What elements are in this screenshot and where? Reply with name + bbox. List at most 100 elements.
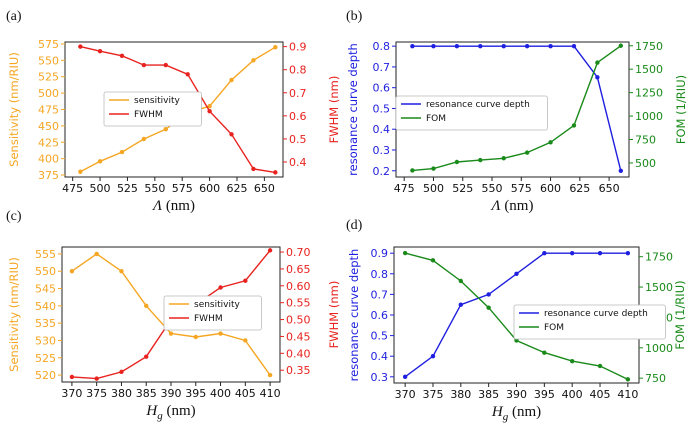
left-y-tick-label: 400	[38, 153, 59, 166]
right-y-tick-label: 0.65	[286, 263, 311, 276]
legend-label: FWHM	[134, 110, 163, 120]
data-point	[141, 62, 147, 68]
right-y-tick-label: 0.60	[286, 280, 311, 293]
legend: sensitivity FWHM	[103, 91, 202, 127]
x-axis-label: Hg (nm)	[491, 404, 541, 423]
data-point	[97, 49, 103, 54]
right-y-axis-label: FOM (1/RIU)	[674, 75, 688, 144]
data-point	[273, 170, 278, 175]
left-y-tick-label: 0.6	[371, 309, 389, 322]
data-point	[410, 168, 415, 173]
x-axis-label: Λ (nm)	[490, 198, 534, 214]
right-y-tick-label: 1750	[635, 40, 663, 53]
data-point	[548, 43, 553, 49]
panel-label: (b)	[346, 9, 363, 24]
left-y-tick-label: 0.4	[371, 350, 389, 363]
data-point	[478, 43, 483, 49]
data-point	[431, 43, 436, 49]
data-point	[402, 374, 408, 380]
x-tick-label: 650	[254, 182, 275, 195]
data-point	[542, 250, 547, 256]
right-y-tick-label: 0.7	[289, 87, 307, 100]
data-point	[243, 338, 248, 343]
data-point	[243, 278, 248, 283]
left-y-tick-label: 475	[38, 104, 59, 117]
panel-label: (a)	[6, 9, 22, 24]
legend-box	[395, 95, 548, 131]
left-y-tick-label: 550	[35, 265, 56, 278]
left-y-tick-label: 500	[38, 87, 59, 100]
right-y-tick-label: 750	[645, 372, 666, 385]
x-tick-label: 380	[111, 387, 132, 400]
left-y-tick-label: 525	[38, 71, 59, 84]
data-point	[571, 123, 577, 128]
right-y-tick-label: 0.9	[289, 41, 307, 54]
data-point	[229, 77, 234, 83]
data-point	[193, 334, 198, 340]
left-y-tick-label: 0.9	[371, 247, 389, 260]
right-y-axis-label: FOM (1/RIU)	[673, 280, 687, 349]
left-y-tick-label: 545	[35, 283, 56, 296]
left-y-tick-label: 0.6	[373, 82, 391, 95]
data-point	[454, 43, 460, 49]
left-y-tick-label: 575	[38, 38, 59, 51]
x-tick-label: 500	[423, 182, 444, 195]
x-tick-label: 475	[62, 182, 83, 195]
panel-label: (c)	[6, 209, 22, 224]
data-point	[618, 43, 624, 48]
data-point	[69, 374, 75, 380]
x-tick-label: 385	[136, 387, 157, 400]
legend: resonance curve depth FOM	[395, 95, 548, 131]
legend: resonance curve depth FOM	[513, 304, 666, 340]
data-point	[163, 126, 168, 132]
right-y-tick-label: 0.70	[286, 246, 311, 259]
legend-label: sensitivity	[134, 96, 181, 106]
right-y-tick-label: 0.55	[286, 297, 311, 310]
data-point	[267, 248, 273, 253]
x-tick-label: 400	[562, 388, 583, 401]
data-point	[78, 169, 83, 174]
series-line-FOM	[412, 45, 622, 172]
data-point	[597, 250, 603, 256]
data-point	[486, 292, 491, 297]
data-point	[273, 45, 278, 50]
right-y-tick-label: 1500	[645, 281, 673, 294]
data-point	[218, 285, 223, 290]
x-tick-label: 600	[540, 182, 561, 195]
x-tick-label: 375	[422, 388, 443, 401]
data-point	[119, 53, 125, 59]
legend: sensitivity FWHM	[163, 295, 262, 331]
x-tick-label: 625	[226, 182, 247, 195]
x-tick-label: 370	[395, 388, 416, 401]
data-point	[185, 72, 190, 77]
x-tick-label: 400	[210, 387, 231, 400]
data-point	[78, 44, 83, 49]
x-axis-label: Hg (nm)	[145, 403, 195, 422]
data-point	[69, 269, 75, 274]
right-y-tick-label: 0.45	[286, 330, 311, 343]
data-point	[430, 258, 436, 263]
left-y-tick-label: 0.2	[373, 165, 391, 178]
legend-label: FOM	[426, 114, 446, 124]
right-y-axis-label: FWHM (nm)	[327, 76, 341, 144]
data-point	[207, 104, 212, 109]
data-point	[251, 166, 256, 172]
data-point	[514, 271, 519, 276]
data-point	[597, 363, 603, 369]
x-tick-label: 390	[506, 388, 527, 401]
left-y-tick-label: 0.7	[373, 61, 391, 74]
data-point	[478, 157, 483, 163]
left-y-tick-label: 0.5	[373, 102, 391, 115]
x-tick-label: 405	[235, 387, 256, 400]
left-y-tick-label: 0.8	[371, 268, 389, 281]
series-line-FWHM	[80, 45, 276, 174]
x-tick-label: 650	[599, 182, 620, 195]
right-y-tick-label: 1000	[645, 342, 673, 355]
data-point	[141, 136, 147, 142]
data-point	[625, 250, 631, 256]
panel-label: (d)	[346, 218, 363, 233]
data-point	[458, 278, 464, 284]
left-y-tick-label: 540	[35, 300, 56, 313]
data-point	[94, 251, 99, 257]
right-y-tick-label: 0.50	[286, 314, 311, 327]
